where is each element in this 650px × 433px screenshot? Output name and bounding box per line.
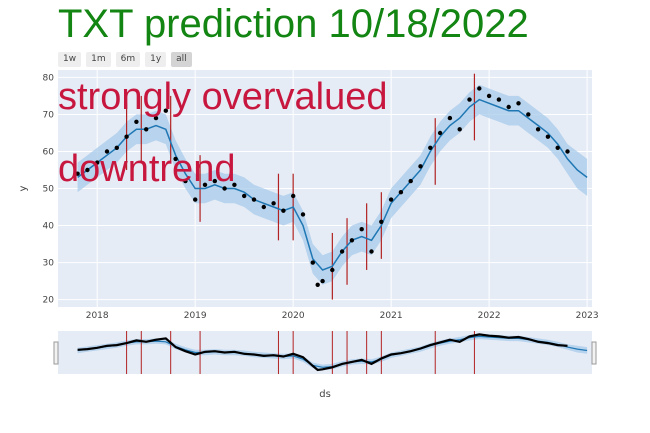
observed-point xyxy=(565,149,570,154)
observed-point xyxy=(408,178,413,184)
observed-point xyxy=(486,93,492,99)
rangeslider-left-handle[interactable] xyxy=(53,341,59,365)
x-tick-label: 2021 xyxy=(380,311,403,321)
y-tick-label: 60 xyxy=(43,147,55,157)
observed-point xyxy=(349,238,355,243)
observed-point xyxy=(153,115,159,121)
observed-point xyxy=(320,278,325,284)
y-tick-label: 80 xyxy=(43,73,55,83)
observed-point xyxy=(379,219,384,224)
observed-point xyxy=(398,190,404,195)
x-tick-label: 2023 xyxy=(576,311,599,321)
range-button-all[interactable]: all xyxy=(171,52,192,67)
observed-point xyxy=(124,134,129,139)
range-button-1y[interactable]: 1y xyxy=(145,52,167,67)
annotation-overvalued: strongly overvalued xyxy=(58,76,388,118)
observed-point xyxy=(104,149,110,154)
observed-point xyxy=(359,227,364,232)
rangeslider-axis-title: ds xyxy=(319,389,331,400)
observed-point xyxy=(315,282,320,287)
y-tick-label: 50 xyxy=(43,185,55,195)
x-tick-label: 2020 xyxy=(282,311,305,321)
observed-point xyxy=(437,130,443,136)
observed-point xyxy=(261,204,266,210)
observed-point xyxy=(447,115,453,121)
observed-point xyxy=(85,167,90,173)
observed-point xyxy=(212,178,217,184)
observed-point xyxy=(173,156,178,162)
y-axis-title: y xyxy=(18,185,29,191)
observed-point xyxy=(291,193,296,199)
observed-point xyxy=(545,134,551,139)
annotation-downtrend: downtrend xyxy=(58,148,236,190)
y-tick-label: 70 xyxy=(43,110,55,120)
observed-point xyxy=(310,260,315,265)
observed-point xyxy=(457,127,462,132)
rangeslider-right-handle[interactable] xyxy=(591,341,597,365)
y-tick-label: 20 xyxy=(43,296,55,306)
x-tick-label: 2019 xyxy=(184,311,207,321)
forecast-line xyxy=(77,98,588,271)
observed-point xyxy=(114,145,120,150)
observed-point xyxy=(163,108,168,113)
observed-point xyxy=(75,171,80,176)
rangeslider-observed-line xyxy=(77,333,568,372)
observed-point xyxy=(242,193,247,199)
y-tick-label: 30 xyxy=(43,259,55,269)
y-tick-label: 40 xyxy=(43,222,55,232)
observed-point xyxy=(496,97,502,102)
observed-point xyxy=(193,197,198,202)
observed-point xyxy=(281,208,286,213)
observed-point xyxy=(183,178,188,184)
observed-point xyxy=(477,86,482,91)
observed-point xyxy=(300,212,306,217)
observed-point xyxy=(232,182,237,187)
observed-point xyxy=(202,182,208,187)
range-selector: 1w 1m 6m 1y all xyxy=(58,52,192,67)
observed-point xyxy=(134,119,139,125)
observed-point xyxy=(526,112,531,117)
x-tick-label: 2018 xyxy=(86,311,109,321)
observed-point xyxy=(428,145,433,150)
observed-point xyxy=(369,249,374,254)
observed-point xyxy=(144,127,149,132)
x-tick-label: 2022 xyxy=(478,311,501,321)
observed-point xyxy=(330,267,335,273)
observed-point xyxy=(388,197,394,202)
chart-title: TXT prediction 10/18/2022 xyxy=(58,2,529,46)
observed-point xyxy=(418,164,423,169)
observed-point xyxy=(516,101,521,106)
observed-point xyxy=(271,201,276,206)
range-button-1m[interactable]: 1m xyxy=(86,52,111,67)
observed-point xyxy=(339,249,345,254)
observed-point xyxy=(467,97,472,102)
observed-point xyxy=(251,197,257,202)
range-button-6m[interactable]: 6m xyxy=(115,52,141,67)
observed-point xyxy=(95,160,100,165)
range-button-1w[interactable]: 1w xyxy=(58,52,82,67)
observed-point xyxy=(555,145,560,150)
observed-point xyxy=(506,104,511,110)
observed-point xyxy=(535,127,541,132)
observed-point xyxy=(222,186,227,191)
